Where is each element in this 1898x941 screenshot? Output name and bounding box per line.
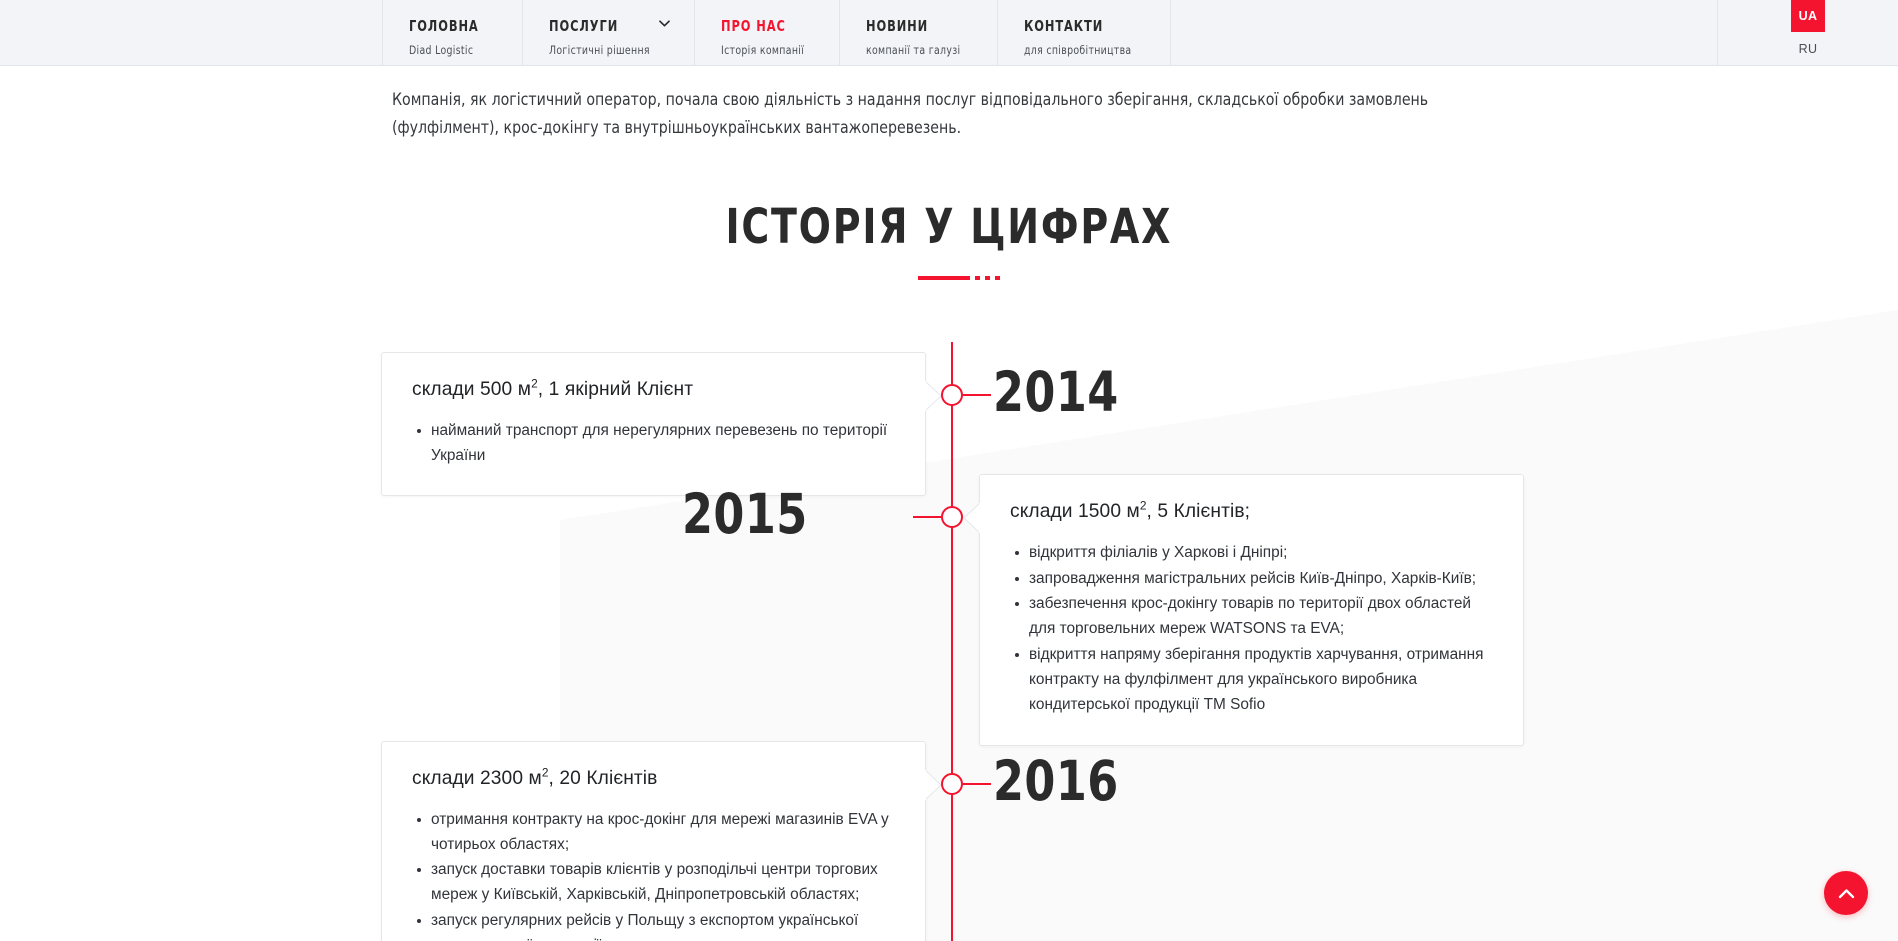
history-timeline: склади 500 м2, 1 якірний Клієнт найманий … (0, 341, 1898, 941)
nav-item-1[interactable]: ГОЛОВНА Diad Logistic (383, 0, 523, 65)
site-header: ГОЛОВНА Diad Logistic ПОСЛУГИ Логістичні рі… (0, 0, 1898, 66)
timeline-card-2014: склади 500 м2, 1 якірний Клієнт найманий … (381, 351, 942, 497)
card-title-suffix: , 20 Клієнтів (548, 767, 658, 789)
list-item: отримання контракту на крос-докінг для м… (417, 808, 895, 858)
nav-item-subtitle: Diad Logistic (409, 42, 474, 57)
language-switcher: UA RU (1718, 0, 1898, 65)
nav-item-title: ПОСЛУГИ (549, 17, 619, 36)
list-item: запуск регулярних рейсів у Польщу з експ… (417, 909, 895, 941)
decoration-dot (985, 275, 990, 280)
nav-item-subtitle: Історія компанії (721, 42, 805, 57)
timeline-card-bullet-list: найманий транспорт для нерегулярних пере… (412, 419, 895, 469)
language-active-ua[interactable]: UA (1791, 0, 1826, 32)
card-notch-arrow (925, 380, 942, 411)
nav-item-title: ГОЛОВНА (409, 17, 479, 36)
card-title-suffix: , 5 Клієнтів; (1146, 500, 1251, 522)
card-title-prefix: склади 500 м (412, 378, 532, 400)
nav-item-title: ПРО НАС (721, 17, 786, 36)
decoration-dot (995, 275, 1000, 280)
intro-paragraph: Компанія, як логістичний оператор, почал… (392, 90, 1429, 138)
timeline-connector (963, 782, 991, 785)
nav-item-2[interactable]: ПОСЛУГИ Логістичні рішення (523, 0, 695, 65)
timeline-marker-2014 (941, 383, 963, 406)
timeline-year-2015: 2015 (682, 481, 808, 546)
timeline-card-bullet-list: відкриття філіалів у Харкові і Дніпрі; за… (1010, 541, 1493, 719)
card-title-prefix: склади 1500 м (1010, 500, 1140, 522)
timeline-card-title: склади 2300 м2, 20 Клієнтів (412, 766, 895, 792)
decoration-dot (975, 275, 980, 280)
timeline-year-2016: 2016 (993, 748, 1119, 813)
language-alt-ru[interactable]: RU (1798, 42, 1818, 56)
card-title-superscript: 2 (541, 765, 549, 780)
chevron-up-icon (1838, 888, 1855, 899)
nav-item-title: НОВИНИ (866, 17, 929, 36)
card-title-suffix: , 1 якірний Клієнт (537, 378, 694, 400)
list-item: запровадження магістральних рейсів Київ-… (1015, 567, 1493, 592)
timeline-connector (913, 515, 941, 518)
timeline-card-title: склади 1500 м2, 5 Клієнтів; (1010, 499, 1493, 525)
card-notch-arrow (963, 502, 980, 533)
list-item: відкриття філіалів у Харкові і Дніпрі; (1015, 541, 1493, 566)
nav-item-3[interactable]: ПРО НАС Історія компанії (695, 0, 841, 65)
list-item: відкриття напряму зберігання продуктів х… (1015, 643, 1493, 718)
timeline-card-2016: склади 2300 м2, 20 Клієнтів отримання кон… (381, 740, 942, 941)
timeline-connector (963, 393, 991, 396)
card-notch-arrow (925, 769, 942, 800)
timeline-marker-2015 (941, 505, 963, 528)
nav-item-4[interactable]: НОВИНИ компанії та галузі (840, 0, 999, 65)
list-item: забезпечення крос-докінгу товарів по тер… (1015, 592, 1493, 642)
timeline-marker-2016 (941, 772, 963, 795)
main-navigation: ГОЛОВНА Diad Logistic ПОСЛУГИ Логістичні рі… (383, 0, 1444, 65)
nav-item-subtitle: компанії та галузі (866, 42, 961, 57)
nav-item-title: КОНТАКТИ (1024, 17, 1104, 36)
card-title-prefix: склади 2300 м (412, 767, 542, 789)
nav-item-subtitle: для співробітництва (1024, 42, 1132, 57)
list-item: запуск доставки товарів клієнтів у розпо… (417, 858, 895, 908)
nav-item-subtitle: Логістичні рішення (549, 42, 650, 57)
list-item: найманий транспорт для нерегулярних пере… (417, 419, 895, 469)
header-left-spacer (0, 0, 383, 65)
page-content: Компанія, як логістичний оператор, почал… (0, 66, 1898, 941)
timeline-axis-line (951, 341, 953, 941)
header-gap (1444, 0, 1719, 65)
card-title-superscript: 2 (531, 376, 538, 391)
page-title: ІСТОРІЯ У ЦИФРАХ (725, 199, 1173, 256)
timeline-year-2014: 2014 (993, 359, 1119, 424)
timeline-card-bullet-list: отримання контракту на крос-докінг для м… (412, 808, 895, 941)
timeline-card-2015: склади 1500 м2, 5 Клієнтів; відкриття філ… (963, 473, 1524, 747)
decoration-bar (918, 275, 970, 280)
timeline-card-title: склади 500 м2, 1 якірний Клієнт (412, 377, 895, 403)
scroll-to-top-button[interactable] (1824, 871, 1868, 915)
section-heading-block: ІСТОРІЯ У ЦИФРАХ (0, 199, 1898, 280)
chevron-down-icon[interactable] (659, 20, 670, 27)
nav-item-5[interactable]: КОНТАКТИ для співробітництва (998, 0, 1171, 65)
title-decoration (0, 275, 1898, 280)
card-title-superscript: 2 (1139, 498, 1147, 513)
